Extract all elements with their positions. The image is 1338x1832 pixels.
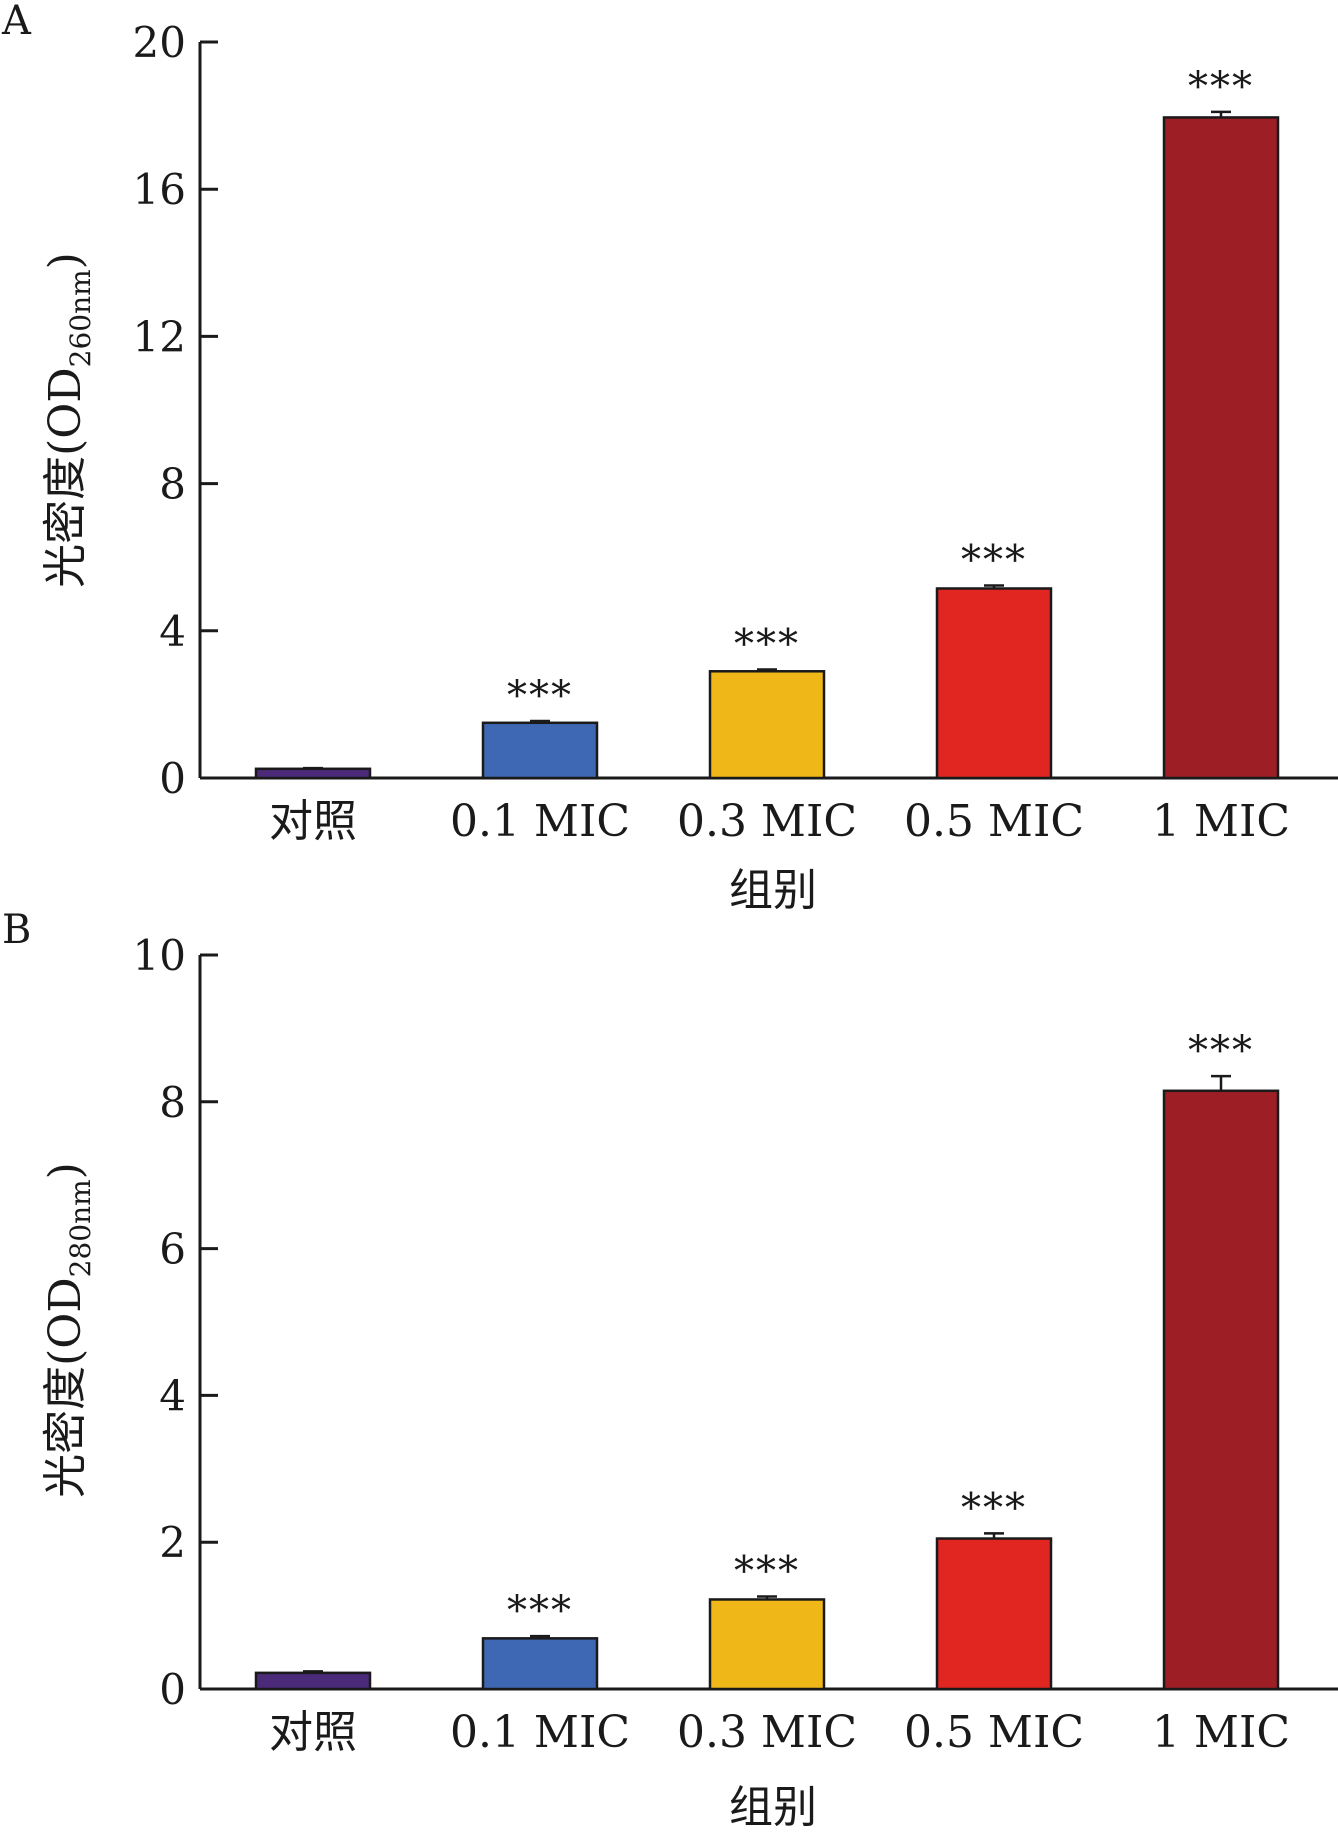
y-tick-label: 0 [159,1665,186,1714]
panel-a-chart: A 0 4 8 12 16 20 对照 *** 0.1 MIC *** 0.3 MIC *** 0.5 M… [1,0,1338,916]
x-tick-label: 1 MIC [1152,1707,1290,1758]
x-tick-label: 0.3 MIC [677,796,857,847]
y-tick-label: 12 [133,312,186,361]
bar [1162,1089,1280,1691]
x-tick-label: 0.3 MIC [677,1707,857,1758]
significance-marker: *** [507,673,573,719]
y-tick-label: 8 [159,1078,186,1127]
panel-label: A [1,0,32,44]
bar [1162,116,1280,780]
y-axis-title: 光密度(OD260nm) [40,252,97,588]
significance-marker: *** [1188,1028,1254,1074]
significance-marker: *** [734,621,800,667]
y-tick-label: 0 [159,754,186,803]
x-tick-label: 0.5 MIC [904,1707,1084,1758]
bar [481,721,599,780]
y-tick-label: 4 [159,607,186,656]
x-tick-label: 0.1 MIC [450,796,630,847]
x-axis-title: 组别 [729,865,817,916]
bar [935,587,1053,780]
x-tick-label: 对照 [269,1707,357,1758]
significance-marker: *** [961,1485,1027,1531]
y-tick-label: 8 [159,460,186,509]
bar [935,1537,1053,1691]
y-tick-label: 16 [133,165,186,214]
y-tick-label: 20 [133,18,186,67]
x-tick-label: 对照 [269,796,357,847]
y-tick-label: 6 [159,1225,186,1274]
y-axis-title: 光密度(OD280nm) [40,1162,97,1498]
significance-marker: *** [961,538,1027,584]
x-tick-label: 0.1 MIC [450,1707,630,1758]
x-tick-label: 1 MIC [1152,796,1290,847]
x-tick-label: 0.5 MIC [904,796,1084,847]
significance-marker: *** [507,1588,573,1634]
x-axis-title: 组别 [729,1782,817,1832]
y-tick-label: 2 [159,1518,186,1567]
bar [254,1671,372,1691]
y-tick-label: 4 [159,1371,186,1420]
bar [254,767,372,780]
panel-b-chart: B 0 2 4 6 8 10 对照 *** 0.1 MIC *** 0.3 MIC *** 0.5 MIC… [2,907,1338,1832]
bar [481,1637,599,1691]
bar [708,1598,826,1691]
significance-marker: *** [734,1549,800,1595]
bar [708,670,826,780]
panel-label: B [2,907,31,953]
significance-marker: *** [1188,64,1254,110]
y-tick-label: 10 [133,931,186,980]
